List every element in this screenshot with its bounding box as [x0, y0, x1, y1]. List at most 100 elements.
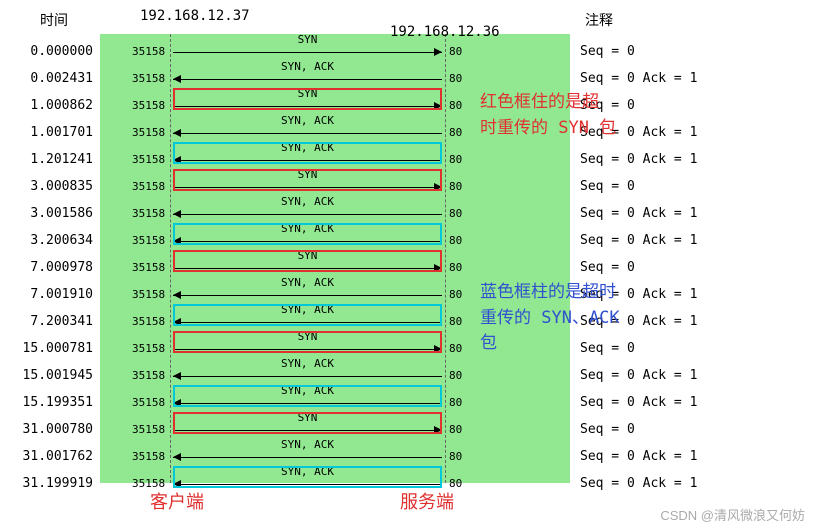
arrow-head-left-icon [173, 75, 181, 83]
server-lifeline [445, 34, 446, 483]
arrow-head-left-icon [173, 129, 181, 137]
packet-arrow [173, 376, 442, 377]
packet-arrow [173, 295, 442, 296]
time-value: 7.200341 [0, 314, 93, 329]
watermark: CSDN @清风微浪又何妨 [660, 505, 805, 524]
dest-port: 80 [449, 288, 462, 301]
dest-port: 80 [449, 261, 462, 274]
packet-arrow [173, 52, 442, 53]
highlight-box [173, 412, 442, 434]
dest-port: 80 [449, 45, 462, 58]
time-value: 31.001762 [0, 449, 93, 464]
arrow-head-left-icon [173, 453, 181, 461]
red-callout-line: 时重传的 SYN 包 [480, 116, 616, 142]
arrow-head-right-icon [434, 48, 442, 56]
annotation-text: Seq = 0 Ack = 1 [580, 206, 697, 221]
blue-callout-line: 蓝色框柱的是超时 [480, 280, 620, 306]
annotation-text: Seq = 0 [580, 260, 635, 275]
annotation-text: Seq = 0 Ack = 1 [580, 476, 697, 491]
blue-callout-line: 重传的 SYN、ACK [480, 306, 620, 332]
source-port: 35158 [132, 207, 165, 220]
source-port: 35158 [132, 369, 165, 382]
client-lifeline [170, 34, 171, 483]
dest-port: 80 [449, 180, 462, 193]
dest-port: 80 [449, 315, 462, 328]
arrow-head-left-icon [173, 210, 181, 218]
packet-label: SYN, ACK [173, 114, 442, 127]
dest-port: 80 [449, 153, 462, 166]
time-value: 15.001945 [0, 368, 93, 383]
dest-port: 80 [449, 126, 462, 139]
time-value: 0.000000 [0, 44, 93, 59]
source-port: 35158 [132, 450, 165, 463]
annotation-text: Seq = 0 [580, 179, 635, 194]
source-port: 35158 [132, 342, 165, 355]
arrow-head-left-icon [173, 372, 181, 380]
highlight-box [173, 331, 442, 353]
source-port: 35158 [132, 180, 165, 193]
time-value: 1.001701 [0, 125, 93, 140]
dest-port: 80 [449, 99, 462, 112]
packet-label: SYN [173, 33, 442, 46]
time-value: 3.001586 [0, 206, 93, 221]
highlight-box [173, 169, 442, 191]
arrow-head-left-icon [173, 291, 181, 299]
source-port: 35158 [132, 261, 165, 274]
highlight-box [173, 304, 442, 326]
packet-label: SYN, ACK [173, 357, 442, 370]
time-value: 15.000781 [0, 341, 93, 356]
source-port: 35158 [132, 153, 165, 166]
annotation-text: Seq = 0 Ack = 1 [580, 71, 697, 86]
red-callout-line: 红色框住的是超 [480, 90, 616, 116]
time-value: 31.199919 [0, 476, 93, 491]
source-port: 35158 [132, 288, 165, 301]
annotation-text: Seq = 0 [580, 422, 635, 437]
time-value: 0.002431 [0, 71, 93, 86]
packet-arrow [173, 457, 442, 458]
annotation-text: Seq = 0 [580, 44, 635, 59]
blue-callout: 蓝色框柱的是超时重传的 SYN、ACK包 [480, 280, 620, 357]
packet-label: SYN, ACK [173, 60, 442, 73]
client-ip: 192.168.12.37 [140, 8, 250, 24]
source-port: 35158 [132, 72, 165, 85]
dest-port: 80 [449, 423, 462, 436]
annotation-text: Seq = 0 Ack = 1 [580, 395, 697, 410]
packet-label: SYN, ACK [173, 438, 442, 451]
packet-label: SYN, ACK [173, 195, 442, 208]
dest-port: 80 [449, 450, 462, 463]
time-value: 1.000862 [0, 98, 93, 113]
annotation-text: Seq = 0 Ack = 1 [580, 368, 697, 383]
annotation-text: Seq = 0 Ack = 1 [580, 449, 697, 464]
client-label: 客户端 [150, 488, 204, 514]
source-port: 35158 [132, 396, 165, 409]
time-header: 时间 [40, 10, 68, 30]
dest-port: 80 [449, 207, 462, 220]
time-value: 7.001910 [0, 287, 93, 302]
highlight-box [173, 88, 442, 110]
packet-arrow [173, 133, 442, 134]
time-value: 7.000978 [0, 260, 93, 275]
source-port: 35158 [132, 45, 165, 58]
highlight-box [173, 142, 442, 164]
highlight-box [173, 250, 442, 272]
dest-port: 80 [449, 72, 462, 85]
time-value: 3.000835 [0, 179, 93, 194]
annotation-text: Seq = 0 Ack = 1 [580, 152, 697, 167]
packet-arrow [173, 79, 442, 80]
time-value: 3.200634 [0, 233, 93, 248]
source-port: 35158 [132, 99, 165, 112]
annotation-text: Seq = 0 Ack = 1 [580, 233, 697, 248]
highlight-box [173, 385, 442, 407]
dest-port: 80 [449, 396, 462, 409]
source-port: 35158 [132, 234, 165, 247]
time-value: 31.000780 [0, 422, 93, 437]
time-value: 15.199351 [0, 395, 93, 410]
dest-port: 80 [449, 342, 462, 355]
red-callout: 红色框住的是超时重传的 SYN 包 [480, 90, 616, 141]
source-port: 35158 [132, 423, 165, 436]
server-label: 服务端 [400, 488, 454, 514]
time-value: 1.201241 [0, 152, 93, 167]
highlight-box [173, 466, 442, 488]
dest-port: 80 [449, 234, 462, 247]
packet-label: SYN, ACK [173, 276, 442, 289]
